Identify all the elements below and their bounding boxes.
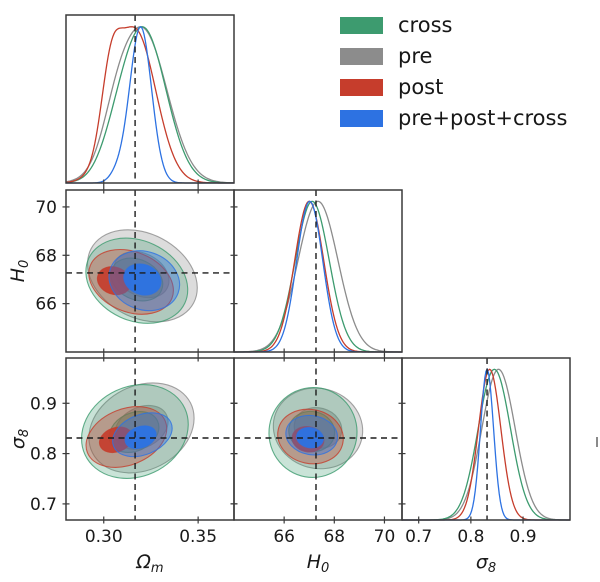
panel-2-0: 0.30 0.35 Ωm 0.7 0.8 0.9 σ8 xyxy=(7,354,238,576)
y-tick-label: 0.7 xyxy=(30,495,57,515)
svg-text:σ8: σ8 xyxy=(476,551,496,576)
contour-inner-combined xyxy=(123,263,162,296)
contour-inner-combined xyxy=(124,425,157,450)
marginal-curve-combined xyxy=(402,367,570,521)
y-tick-label: 0.9 xyxy=(30,394,57,414)
legend-item-cross: cross xyxy=(340,14,567,36)
legend-swatch-cross xyxy=(340,16,383,34)
marginal-curve-cross xyxy=(402,368,570,521)
x-tick-label: 0.7 xyxy=(405,527,432,547)
legend-swatch-pre xyxy=(340,47,383,65)
svg-text:σ8: σ8 xyxy=(7,429,32,449)
edge-artifact-mark xyxy=(596,437,598,447)
panel-0-0 xyxy=(65,14,235,187)
legend-swatch-post xyxy=(340,78,383,96)
marginal-curve-post xyxy=(402,368,570,521)
legend-item-post: post xyxy=(340,76,567,98)
x-tick-label: 0.35 xyxy=(179,527,217,547)
y-tick-label: 66 xyxy=(35,295,57,315)
panel-2-1: 66 68 70 H0 xyxy=(230,354,406,576)
legend-label-combined: pre+post+cross xyxy=(398,105,568,130)
legend-swatch-combined xyxy=(340,109,383,127)
x-tick-label: 66 xyxy=(273,527,295,547)
marginal-curve-post xyxy=(65,26,234,184)
panel-frame xyxy=(65,14,235,184)
legend-item-pre: pre xyxy=(340,45,567,67)
panel-1-1 xyxy=(233,189,403,356)
legend-label-post: post xyxy=(398,74,444,99)
y-tick-label: 68 xyxy=(35,246,57,266)
marginal-curve-pre xyxy=(234,200,402,353)
svg-text:H0: H0 xyxy=(7,260,32,283)
plot-legend: cross pre post pre+post+cross xyxy=(340,14,567,129)
marginal-curve-post xyxy=(234,200,402,353)
legend-label-cross: cross xyxy=(398,12,453,37)
panel-1-0: 66 68 70 H0 xyxy=(7,186,238,356)
marginal-curve-pre xyxy=(402,368,570,521)
svg-text:Ωm: Ωm xyxy=(135,551,163,576)
marginal-curve-cross xyxy=(65,26,234,184)
x-tick-label: 68 xyxy=(323,527,345,547)
legend-label-pre: pre xyxy=(398,43,433,68)
x-tick-label: 0.30 xyxy=(85,527,123,547)
x-tick-label: 0.9 xyxy=(510,527,537,547)
y-tick-label: 70 xyxy=(35,198,57,218)
panel-2-2: 0.7 0.8 0.9 σ8 xyxy=(401,357,571,576)
y-tick-label: 0.8 xyxy=(30,445,57,465)
x-tick-label: 70 xyxy=(374,527,396,547)
panel-frame xyxy=(401,357,571,521)
legend-item-combined: pre+post+cross xyxy=(340,107,567,129)
svg-text:H0: H0 xyxy=(307,551,330,576)
x-tick-label: 0.8 xyxy=(457,527,484,547)
panel-frame xyxy=(233,189,403,353)
